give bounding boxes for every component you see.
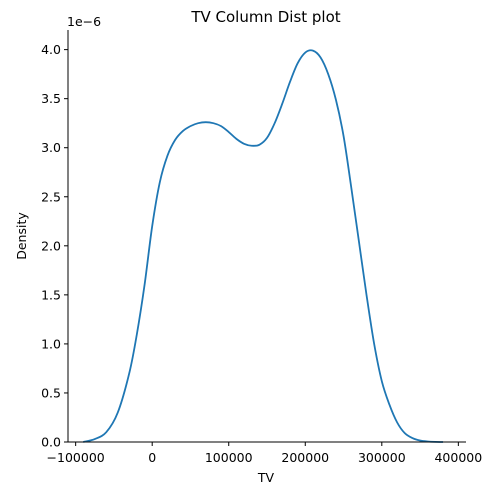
series-group	[83, 49, 444, 443]
y-tick-label: 2.5	[41, 189, 61, 204]
y-tick-label: 3.0	[41, 140, 61, 155]
x-axis-ticks: −100000 0 100000 200000 300000 400000	[47, 442, 482, 465]
x-tick-label: 400000	[434, 450, 482, 465]
density-line	[83, 49, 444, 443]
y-tick-label: 4.0	[41, 42, 61, 57]
y-tick-label: 2.0	[41, 238, 61, 253]
y-tick-label: 0.5	[41, 385, 61, 400]
y-tick-label: 1.0	[41, 336, 61, 351]
chart-title: TV Column Dist plot	[190, 8, 340, 26]
y-tick-label: 3.5	[41, 91, 61, 106]
x-tick-label: 300000	[358, 450, 406, 465]
y-tick-label: 1.5	[41, 287, 61, 302]
y-tick-label: 0.0	[41, 435, 61, 450]
x-tick-label: 100000	[205, 450, 253, 465]
y-offset-text: 1e−6	[67, 14, 101, 29]
x-tick-label: 200000	[281, 450, 329, 465]
y-axis-ticks: 0.0 0.5 1.0 1.5 2.0 2.5 3.0 3.5 4.0	[41, 42, 68, 450]
x-tick-label: −100000	[47, 450, 105, 465]
x-tick-label: 0	[148, 450, 156, 465]
x-axis-label: TV	[257, 470, 275, 485]
y-axis-label: Density	[14, 212, 29, 260]
